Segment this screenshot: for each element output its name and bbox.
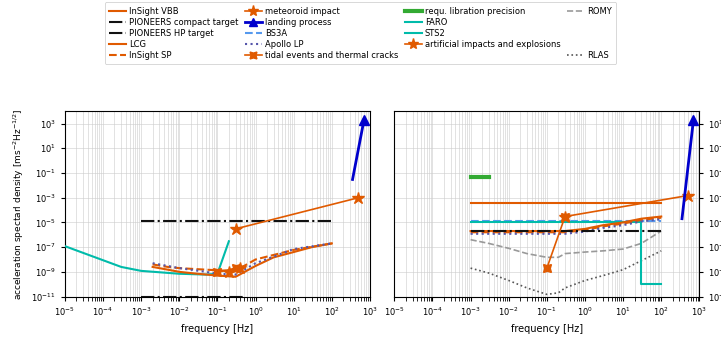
Y-axis label: acceleration spectarl density [ms$^{-2}$Hz$^{-1/2}$]: acceleration spectarl density [ms$^{-2}$… bbox=[12, 108, 26, 300]
X-axis label: frequency [Hz]: frequency [Hz] bbox=[182, 324, 254, 334]
X-axis label: frequency [Hz]: frequency [Hz] bbox=[510, 324, 583, 334]
Legend: InSight VBB, PIONEERS compact target, PIONEERS HP target, LCG, InSight SP, meteo: InSight VBB, PIONEERS compact target, PI… bbox=[105, 2, 616, 64]
